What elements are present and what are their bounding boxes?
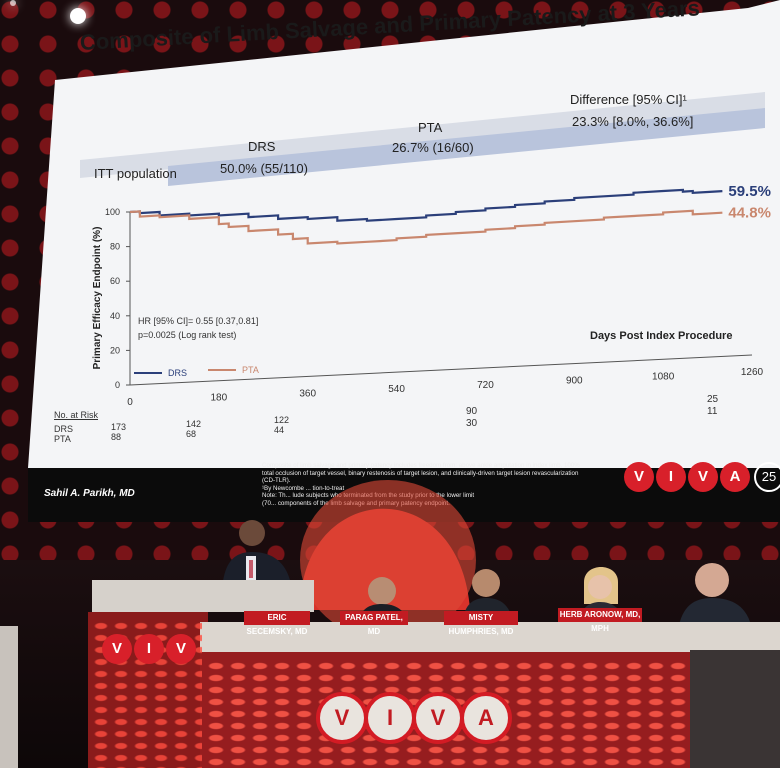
desk-right-block (690, 650, 780, 768)
left-riser (0, 626, 18, 768)
desk-letter: A (460, 692, 512, 744)
brand-letter: I (656, 462, 686, 492)
risk-drs-4: 25 (707, 394, 719, 405)
brand-letter: A (720, 462, 750, 492)
podium-letter: V (166, 634, 196, 664)
y-tick-label: 20 (110, 345, 120, 355)
table-header-band (80, 92, 765, 178)
risk-label-drs: DRS (54, 424, 74, 434)
x-tick-label: 540 (388, 384, 405, 395)
risk-pta-0: 88 (111, 432, 122, 442)
desk-letter: V (412, 692, 464, 744)
risk-pta-1: 68 (186, 429, 197, 439)
risk-drs-2: 122 (274, 415, 290, 425)
brand-letter: V (624, 462, 654, 492)
footnote-line: total occlusion of target vessel, binary… (262, 469, 579, 477)
series-line-pta (129, 209, 723, 245)
panel-desk-top (200, 622, 780, 652)
footnote-line: ¹By Newcombe ... tion-to-treat (262, 484, 345, 492)
risk-label-pta: PTA (54, 434, 71, 444)
presenter-name: Sahil A. Parikh, MD (44, 488, 135, 499)
legend-label: PTA (242, 365, 259, 375)
podium-letter: I (134, 634, 164, 664)
footnote-line: (CD-TLR). (262, 477, 291, 485)
red-dome-glow (300, 480, 476, 640)
hr-annotation: HR [95% CI]= 0.55 [0.37,0.81] (138, 316, 259, 326)
name-card: PARAG PATEL, MD (340, 611, 408, 636)
series-end-label: 44.8% (728, 205, 771, 222)
risk-pta-2: 44 (274, 425, 285, 435)
podium-letter: V (102, 634, 132, 664)
risk-drs-1: 142 (186, 419, 202, 429)
chart-plot: 0 20 40 60 80 100 0 180 360 540 720 900 1080 1260 59.5… (105, 183, 771, 408)
risk-pta-4: 11 (707, 406, 718, 417)
risk-pta-3: 30 (466, 418, 478, 429)
x-tick-label: 1080 (652, 371, 675, 382)
footnote-line: Composite of limb salvage and primary pa… (262, 462, 580, 469)
y-tick-label: 0 (115, 380, 120, 390)
x-tick-label: 1260 (741, 367, 764, 378)
desk-letter: I (364, 692, 416, 744)
p-annotation: p=0.0025 (Log rank test) (138, 330, 237, 340)
y-tick-label: 80 (110, 242, 120, 252)
legend-label: DRS (168, 368, 187, 378)
risk-table-header: No. at Risk (54, 410, 99, 420)
y-tick-label: 100 (105, 207, 120, 217)
x-tick-label: 180 (211, 393, 228, 404)
x-tick-label: 0 (127, 397, 133, 408)
brand-number: 25 (754, 462, 780, 492)
x-tick-label: 360 (299, 388, 316, 399)
table-col-drs: DRS (248, 139, 276, 154)
panelist-4 (678, 563, 752, 630)
projection-screen: 0 20 40 60 80 100 0 180 360 540 720 900 1080 1260 59.5… (28, 0, 780, 522)
table-row-band (168, 108, 765, 186)
podium-top (92, 580, 314, 612)
chart-xlabel: Days Post Index Procedure (590, 330, 733, 342)
brand-letter: V (688, 462, 718, 492)
desk-letter: V (316, 692, 368, 744)
table-col-pta: PTA (418, 120, 443, 135)
name-card: ERIC SECEMSKY, MD (244, 611, 310, 636)
table-pta-value: 26.7% (16/60) (392, 140, 474, 155)
ceiling-light (70, 8, 86, 24)
x-tick-label: 900 (566, 376, 583, 387)
table-row-label: ITT population (94, 166, 177, 181)
y-tick-label: 60 (110, 276, 120, 286)
series-line-drs (129, 188, 723, 222)
risk-drs-0: 173 (111, 422, 127, 432)
x-axis-line (129, 354, 753, 386)
y-tick-label: 40 (110, 311, 120, 321)
risk-drs-3: 90 (466, 406, 478, 417)
ceiling-light (10, 0, 16, 6)
name-card: MISTY HUMPHRIES, MD (444, 611, 518, 636)
table-diff-value: 23.3% [8.0%, 36.6%] (572, 114, 694, 129)
table-col-diff: Difference [95% CI]¹ (570, 92, 687, 107)
series-end-label: 59.5% (728, 183, 771, 200)
name-card: HERB ARONOW, MD, MPH (558, 608, 642, 633)
x-tick-label: 720 (477, 380, 494, 391)
table-drs-value: 50.0% (55/110) (220, 161, 308, 176)
speaker (222, 520, 292, 590)
